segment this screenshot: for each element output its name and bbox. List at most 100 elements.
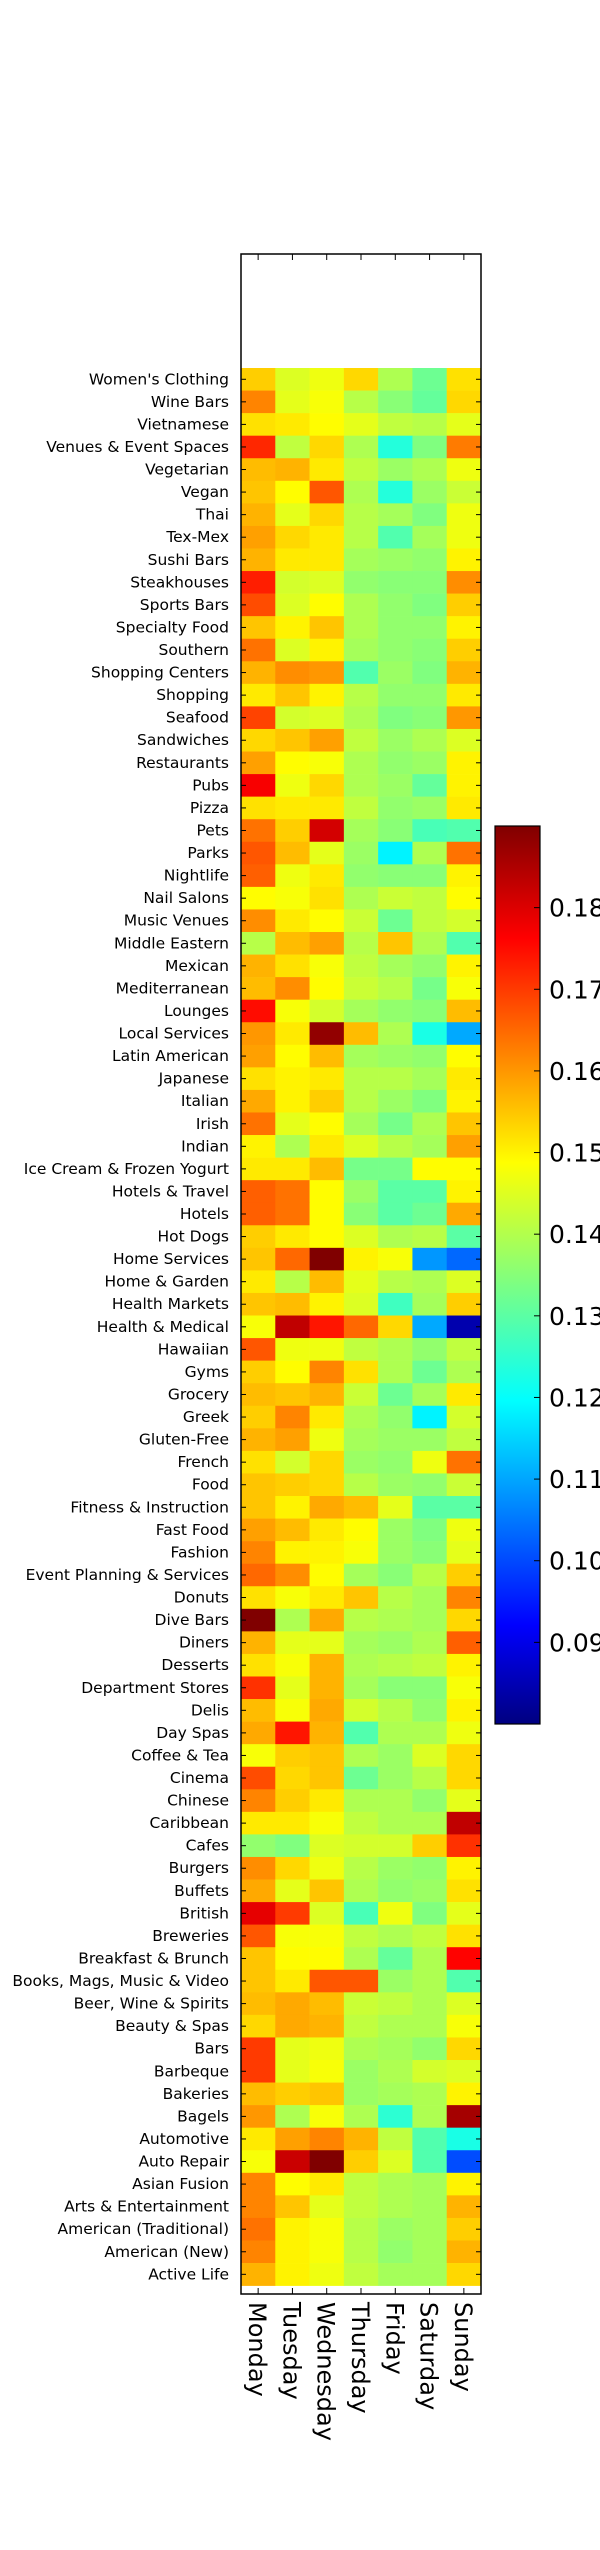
heatmap-cell [309, 1135, 345, 1158]
heatmap-cell [309, 1247, 345, 1271]
heatmap-cell [309, 1473, 345, 1497]
heatmap-cell [241, 1022, 276, 1046]
heatmap-cell [378, 1135, 413, 1158]
heatmap-cell [275, 1180, 310, 1204]
row-label: Beer, Wine & Spirits [74, 1995, 229, 2013]
column-label: Tuesday [277, 2301, 305, 2400]
heatmap-cell [343, 1405, 379, 1429]
heatmap-cell [343, 2217, 379, 2241]
row-label: Bagels [177, 2107, 229, 2125]
heatmap-cell [241, 2105, 276, 2128]
colorbar-tick-label: 0.15 [549, 1139, 600, 1168]
row-label: Home & Garden [104, 1273, 229, 1291]
row-label: Health & Medical [97, 1318, 229, 1336]
heatmap-cell [343, 864, 379, 888]
heatmap-cell [412, 548, 448, 572]
heatmap-cell [378, 841, 413, 865]
heatmap-cell [378, 1992, 413, 2016]
heatmap-cell [343, 458, 379, 482]
heatmap-cell [446, 909, 482, 933]
heatmap-cell [275, 503, 310, 527]
heatmap-cell [412, 2217, 448, 2241]
row-label: Caribbean [149, 1814, 229, 1832]
heatmap-cell [446, 751, 482, 775]
axis-ticks [241, 254, 481, 2294]
heatmap-cell [378, 1247, 413, 1271]
heatmap-cell [343, 1586, 379, 1610]
heatmap-cell [446, 1022, 482, 1046]
heatmap-cell [275, 1225, 310, 1249]
heatmap-cell [343, 1676, 379, 1700]
heatmap-cell [412, 1766, 448, 1790]
heatmap-cell [309, 2172, 345, 2196]
heatmap-cell [241, 548, 276, 572]
heatmap-cell [241, 1811, 276, 1835]
row-label: Donuts [174, 1589, 229, 1607]
row-label: Grocery [168, 1385, 229, 1403]
heatmap-cell [343, 1247, 379, 1271]
heatmap-cell [446, 774, 482, 797]
heatmap-cell [275, 886, 310, 910]
colorbar-tick-label: 0.14 [549, 1220, 600, 1249]
heatmap-cell [343, 1450, 379, 1474]
heatmap-cell [412, 2263, 448, 2286]
heatmap-cell [343, 1992, 379, 2016]
heatmap-cell [241, 841, 276, 865]
heatmap-cell [241, 2195, 276, 2219]
heatmap-cell [378, 503, 413, 527]
heatmap-cell [446, 1541, 482, 1564]
heatmap-cell [343, 909, 379, 933]
heatmap-cell [412, 1879, 448, 1903]
heatmap-cell [446, 571, 482, 594]
heatmap-cell [309, 368, 345, 391]
heatmap-cell [446, 1473, 482, 1497]
heatmap-cell [412, 390, 448, 414]
heatmap-cell [446, 864, 482, 888]
heatmap-cell [378, 2217, 413, 2241]
heatmap-cell [275, 2150, 310, 2174]
heatmap-cell [241, 1405, 276, 1429]
heatmap-cell [241, 886, 276, 910]
heatmap-cell [378, 368, 413, 391]
heatmap-cell [378, 2195, 413, 2219]
heatmap-cell [446, 706, 482, 730]
heatmap-cell [275, 1924, 310, 1948]
heatmap-cell [309, 977, 345, 1000]
heatmap-cell [412, 368, 448, 391]
heatmap-cell [309, 458, 345, 482]
heatmap-cell [343, 390, 379, 414]
heatmap-cell [343, 1135, 379, 1158]
heatmap-cell [412, 1834, 448, 1858]
heatmap-cell [241, 661, 276, 685]
heatmap-cell [309, 1902, 345, 1925]
heatmap-cell [378, 1450, 413, 1474]
heatmap-cell [309, 2263, 345, 2286]
heatmap-cell [412, 1089, 448, 1113]
heatmap-cell [241, 1067, 276, 1091]
heatmap-cell [309, 1405, 345, 1429]
heatmap-cell [309, 2195, 345, 2219]
heatmap-cell [275, 728, 310, 752]
heatmap-cell [378, 1608, 413, 1632]
colorbar-tick-label: 0.10 [549, 1547, 600, 1576]
heatmap-cell [343, 1541, 379, 1564]
row-label: Bakeries [163, 2085, 229, 2103]
heatmap-cell [241, 1202, 276, 1226]
heatmap-cell [412, 819, 448, 843]
heatmap-cell [446, 661, 482, 685]
heatmap-cell [275, 1315, 310, 1339]
heatmap-cell [275, 1360, 310, 1384]
heatmap-cell [343, 1563, 379, 1587]
heatmap-cell [241, 977, 276, 1000]
heatmap-cell [343, 1383, 379, 1407]
heatmap-cell [309, 2217, 345, 2241]
heatmap-cell [275, 1518, 310, 1542]
heatmap-cell [275, 458, 310, 482]
heatmap-cell [343, 1157, 379, 1181]
heatmap-cell [412, 1811, 448, 1835]
heatmap-cell [275, 2195, 310, 2219]
heatmap-cell [446, 2217, 482, 2241]
heatmap-cell [241, 1360, 276, 1384]
heatmap-cell [412, 1360, 448, 1384]
heatmap-cell [378, 1924, 413, 1948]
